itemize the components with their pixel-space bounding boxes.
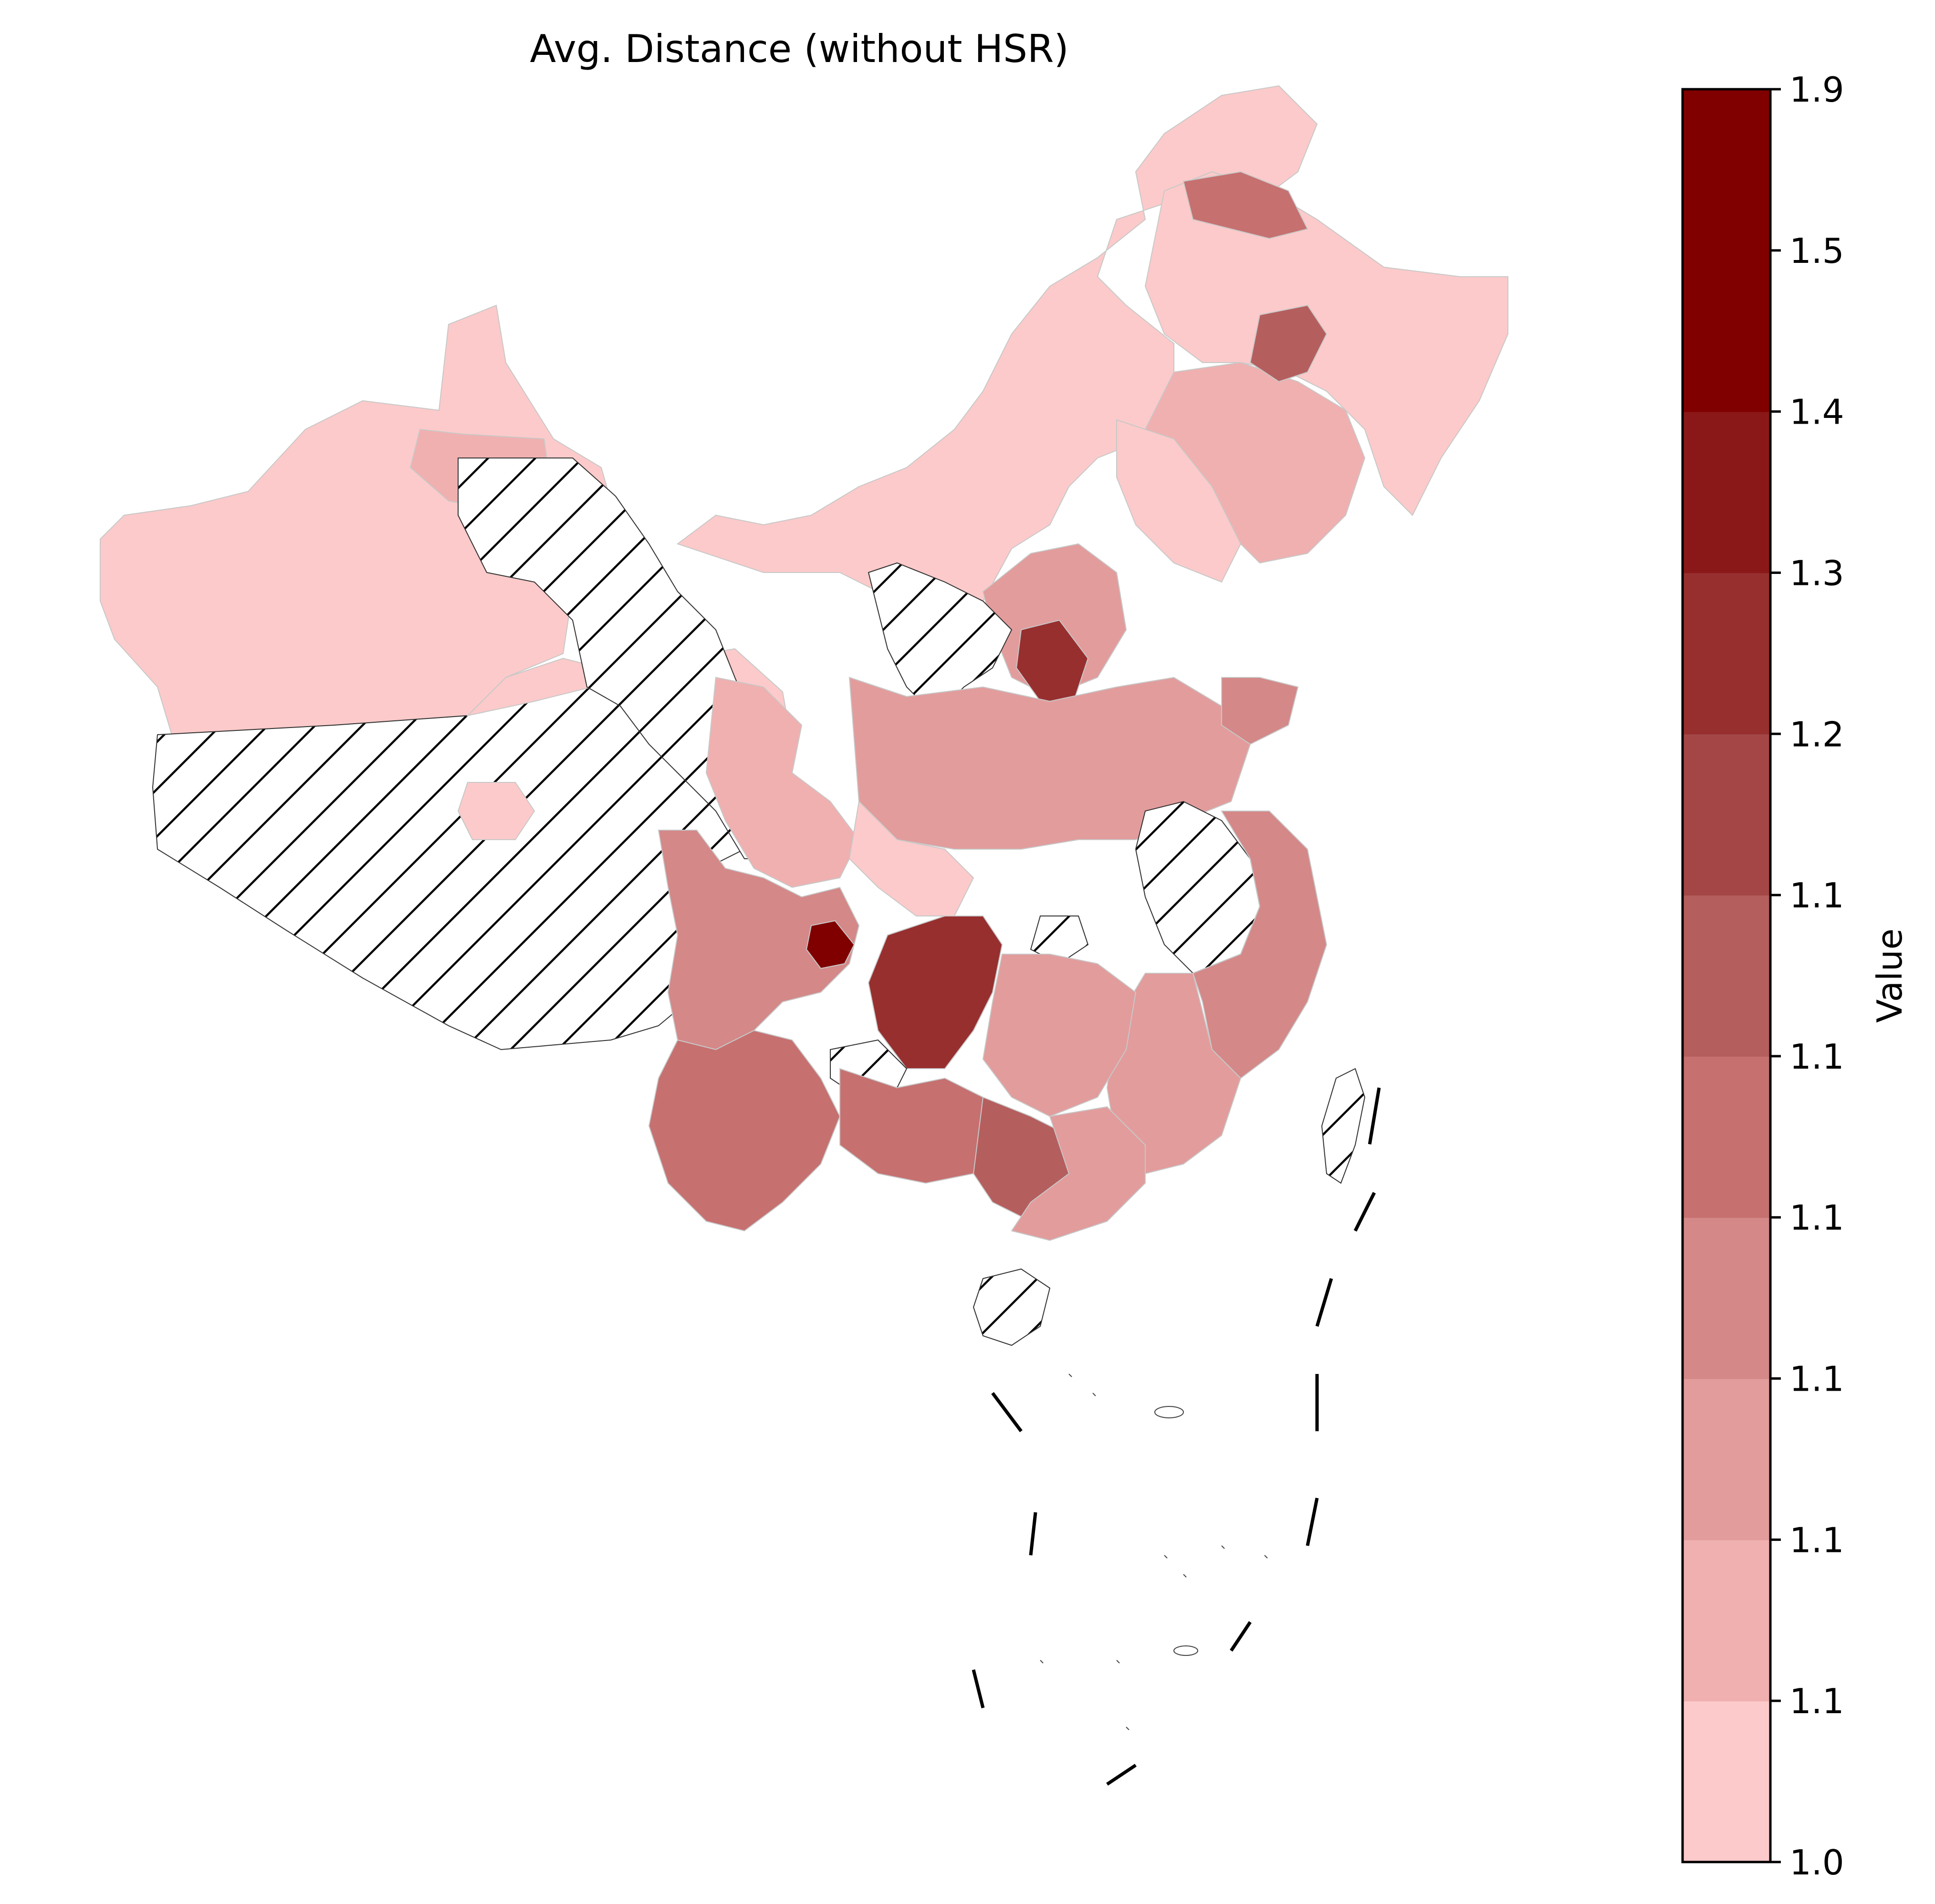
region-chengdu-hotspot: [805, 920, 855, 969]
colorbar-band: [1683, 734, 1770, 896]
colorbar-tick-label: 1.9: [1789, 70, 1844, 110]
colorbar-tick-label: 1.1: [1789, 1359, 1844, 1399]
colorbar-tick-label: 1.1: [1789, 1681, 1844, 1721]
region-chongqing: [868, 916, 1003, 1069]
islands-south-china-sea: [1040, 1373, 1268, 1730]
region-central-north: [848, 676, 1251, 850]
region-sichuan: [658, 830, 860, 1051]
region-harbin-area: [1249, 304, 1328, 383]
region-north-hotspot: [1182, 171, 1308, 239]
region-shandong: [1221, 677, 1299, 745]
colorbar-band: [1683, 1701, 1770, 1862]
nodata-taiwan: [1321, 1068, 1366, 1184]
region-heilongjiang: [1144, 171, 1508, 516]
colorbar-bands: [1683, 89, 1770, 1862]
colorbar-frame: [1681, 88, 1772, 1863]
region-qinghai-island: [457, 782, 535, 840]
colorbar-band: [1683, 572, 1770, 735]
region-liaoning: [1116, 419, 1242, 583]
colorbar-band: [1683, 89, 1770, 251]
colorbar-band: [1683, 250, 1770, 412]
region-xinjiang: [100, 304, 621, 736]
region-guangdong: [1011, 1106, 1146, 1241]
colorbar-tick-label: 1.1: [1789, 1037, 1844, 1077]
colorbar-tick-label: 1.1: [1789, 1198, 1844, 1238]
colorbar-band: [1683, 1056, 1770, 1218]
colorbar-band: [1683, 411, 1770, 573]
colorbar-tick-label: 1.4: [1789, 392, 1844, 432]
colorbar-tick-label: 1.3: [1789, 553, 1844, 593]
colorbar-tick-label: 1.1: [1789, 875, 1844, 916]
colorbar-tick-label: 1.5: [1789, 231, 1844, 271]
colorbar-tick-label: 1.1: [1789, 1520, 1844, 1560]
map-area: [100, 85, 1508, 1786]
colorbar-band: [1683, 1540, 1770, 1702]
nodata-hainan: [973, 1268, 1051, 1346]
colorbar-label: Value: [1870, 928, 1910, 1023]
colorbar: 1.0 1.1 1.1 1.1 1.1 1.1 1.1 1.2 1.3 1.4 1.5 1.9 Val…: [1681, 70, 1910, 1883]
colorbar-band: [1683, 1378, 1770, 1540]
map-title: Avg. Distance (without HSR): [530, 27, 1068, 71]
colorbar-ticks: 1.0 1.1 1.1 1.1 1.1 1.1 1.1 1.2 1.3 1.4 1.5 1.9: [1770, 70, 1844, 1883]
nodata-hubei-pocket: [1030, 916, 1089, 965]
nine-dash-line: [972, 1087, 1381, 1786]
region-hunan: [982, 954, 1137, 1117]
colorbar-band: [1683, 1217, 1770, 1379]
nodata-inner-mongolia-east: [868, 562, 1013, 717]
region-yunnan: [648, 1030, 841, 1232]
colorbar-tick-label: 1.0: [1789, 1842, 1844, 1883]
colorbar-tick-label: 1.2: [1789, 714, 1844, 754]
colorbar-band: [1683, 895, 1770, 1057]
